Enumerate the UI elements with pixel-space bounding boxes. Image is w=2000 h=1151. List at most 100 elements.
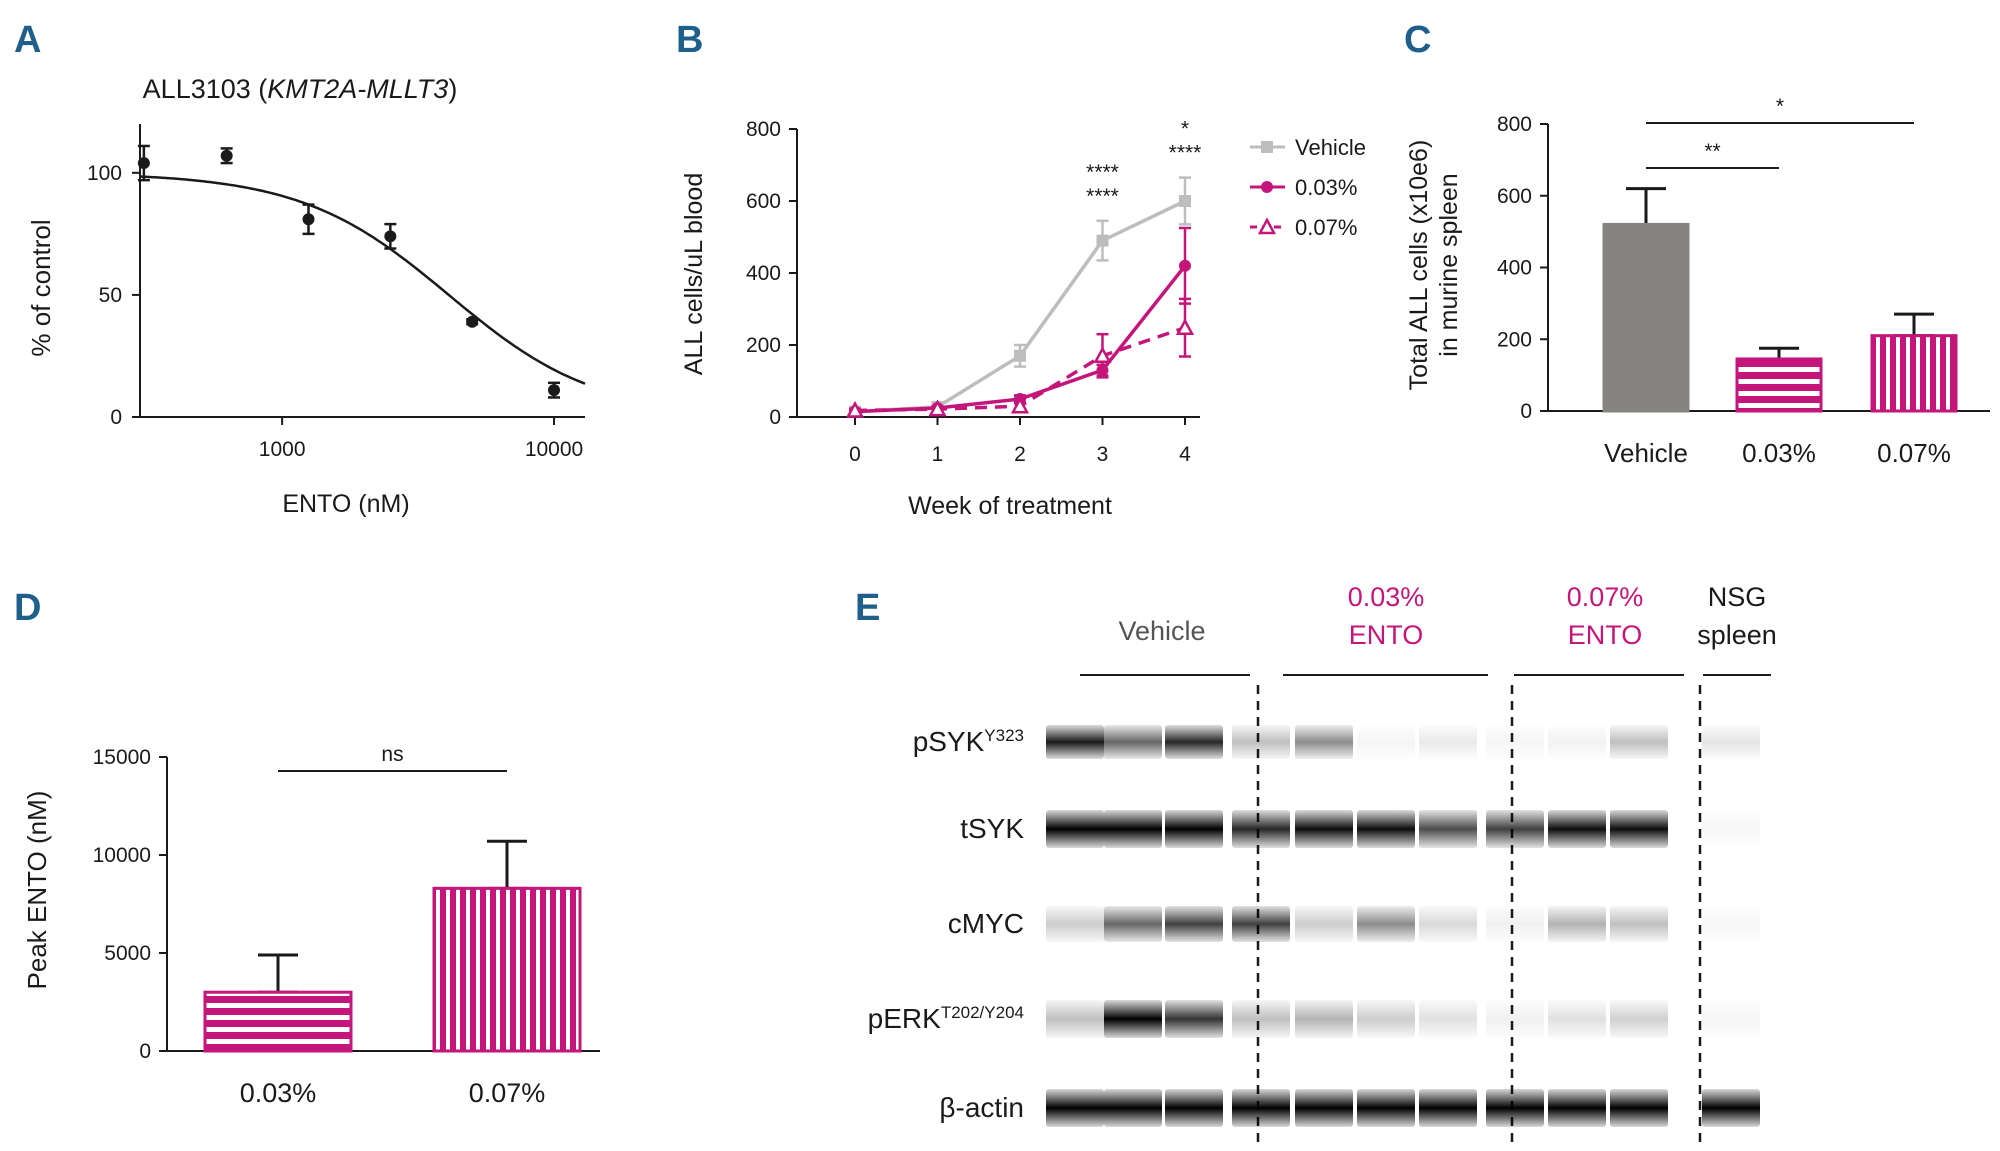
panel-e-band — [1046, 725, 1104, 759]
panel-b-line-chart: Week of treatment ALL cells/uL blood 020… — [680, 118, 1366, 520]
panel-e-band — [1548, 906, 1606, 942]
panel-e-band — [1232, 1089, 1290, 1127]
panel-e-band — [1232, 725, 1290, 759]
panel-e-band — [1295, 906, 1353, 942]
panel-e-band — [1357, 810, 1415, 848]
panel-e-band — [1610, 1089, 1668, 1127]
panel-e-group-label-line1: NSG — [1708, 582, 1767, 612]
panel-e-band — [1486, 725, 1544, 759]
panel-e-band — [1548, 1000, 1606, 1038]
panel-b-series-line-1 — [854, 264, 1187, 414]
panel-e-group-label-line2: ENTO — [1349, 620, 1424, 650]
panel-e-band — [1295, 1089, 1353, 1127]
panel-b-xtick-label: 4 — [1179, 443, 1191, 466]
panel-a-ylabel: % of control — [26, 219, 56, 356]
panel-letter-e: E — [855, 587, 880, 629]
panel-e-row-label: pSYKY323 — [913, 726, 1024, 757]
panel-b-legend-marker — [1257, 217, 1277, 235]
panel-c-bar — [1870, 334, 1958, 413]
panel-b-data-point — [845, 400, 865, 418]
panel-c-significance-label: * — [1776, 95, 1784, 118]
panel-d-ytick-label: 10000 — [93, 844, 151, 867]
panel-c-category-label: 0.07% — [1877, 438, 1951, 468]
panel-c-ytick-label: 600 — [1497, 185, 1532, 208]
panel-b-significance: **** — [1086, 161, 1119, 184]
panel-b-ytick-label: 400 — [746, 262, 781, 285]
panel-e-row-label-superscript: T202/Y204 — [941, 1003, 1024, 1022]
panel-b-data-point — [1179, 259, 1191, 272]
panel-e-group-label-line2: spleen — [1697, 620, 1777, 650]
panel-b-significance: **** — [1169, 142, 1202, 165]
panel-e-band — [1610, 725, 1668, 759]
panel-e-row-label: pERKT202/Y204 — [868, 1003, 1024, 1034]
panel-a-data-point — [137, 157, 150, 170]
panel-e-row-label: cMYC — [948, 908, 1024, 939]
panel-a-data-point — [384, 230, 397, 243]
panel-e-band — [1104, 725, 1162, 759]
panel-letter-a: A — [14, 19, 41, 61]
panel-e-band — [1702, 906, 1760, 942]
panel-a-xtick-label: 1000 — [259, 438, 306, 461]
panel-e-band — [1702, 1000, 1760, 1038]
panel-c-bar — [1735, 357, 1823, 413]
panel-e-band — [1548, 1089, 1606, 1127]
panel-e-row-label-main: β-actin — [939, 1092, 1024, 1123]
panel-e-band — [1165, 810, 1223, 848]
panel-e-band — [1046, 1000, 1104, 1038]
panel-e-band — [1486, 1089, 1544, 1127]
panel-c-category-label: 0.03% — [1742, 438, 1816, 468]
panel-a-ytick-label: 50 — [99, 284, 122, 307]
panel-e-band — [1357, 725, 1415, 759]
panel-d-bar-chart: Peak ENTO (nM) 0 5000 10000 15000 0.03% 0.07%… — [22, 743, 600, 1108]
panel-b-xtick-label: 2 — [1014, 443, 1026, 466]
panel-a-xlabel: ENTO (nM) — [282, 490, 409, 518]
panel-e-band — [1357, 906, 1415, 942]
panel-d-category-label: 0.07% — [469, 1078, 546, 1108]
panel-e-band — [1610, 1000, 1668, 1038]
panel-e-band — [1486, 810, 1544, 848]
panel-d-category-label: 0.03% — [240, 1078, 317, 1108]
panel-c-ytick-label: 200 — [1497, 328, 1532, 351]
panel-d-ytick-label: 15000 — [93, 746, 151, 769]
panel-c-significance-label: ** — [1704, 140, 1720, 163]
panel-b-data-point — [1175, 318, 1195, 335]
panel-c-ylabel-line1: Total ALL cells (x10e6) — [1405, 140, 1433, 391]
panel-e-group-label-line2: ENTO — [1568, 620, 1643, 650]
panel-e-row-label: β-actin — [939, 1092, 1024, 1123]
panel-c-category-label: Vehicle — [1604, 438, 1688, 468]
panel-c-ylabel-line2: in murine spleen — [1435, 173, 1463, 356]
panel-e-row-label: tSYK — [960, 813, 1024, 844]
panel-d-significance-label: ns — [381, 743, 403, 766]
panel-e-band — [1357, 1000, 1415, 1038]
panel-e-group-label-line1: 0.07% — [1567, 582, 1644, 612]
panel-b-data-point — [1093, 346, 1112, 364]
panel-e-band — [1165, 1089, 1223, 1127]
panel-e-band — [1486, 1000, 1544, 1038]
panel-a-data-point — [302, 213, 315, 226]
panel-d-bar — [203, 990, 353, 1053]
panel-e-row-label-main: tSYK — [960, 813, 1024, 844]
panel-e-western-blot: Vehicle 0.03% ENTO 0.07% ENTO NSG spleen pSYKY3… — [868, 582, 1777, 1145]
panel-e-band — [1046, 1089, 1104, 1127]
panel-e-band — [1548, 725, 1606, 759]
panel-b-legend-label: Vehicle — [1295, 135, 1366, 160]
panel-a-data-point — [548, 384, 561, 397]
panel-b-xlabel: Week of treatment — [908, 492, 1112, 520]
panel-e-band — [1165, 1000, 1223, 1038]
panel-e-band — [1104, 1089, 1162, 1127]
panel-c-bar-chart: Total ALL cells (x10e6) in murine spleen… — [1405, 95, 1990, 468]
panel-a-ytick-label: 100 — [87, 162, 122, 185]
panel-c-bar — [1602, 222, 1690, 413]
panel-b-data-point — [1014, 349, 1026, 362]
panel-e-row-label-main: pERK — [868, 1003, 941, 1034]
panel-b-ytick-label: 800 — [746, 118, 781, 141]
panel-b-data-point — [1010, 396, 1030, 414]
panel-e-band — [1419, 906, 1477, 942]
panel-a-ytick-label: 0 — [110, 406, 122, 429]
panel-e-band — [1357, 1089, 1415, 1127]
panel-e-band — [1419, 1089, 1477, 1127]
panel-b-xtick-label: 0 — [849, 443, 861, 466]
panel-b-ytick-label: 200 — [746, 334, 781, 357]
panel-e-band — [1295, 725, 1353, 759]
